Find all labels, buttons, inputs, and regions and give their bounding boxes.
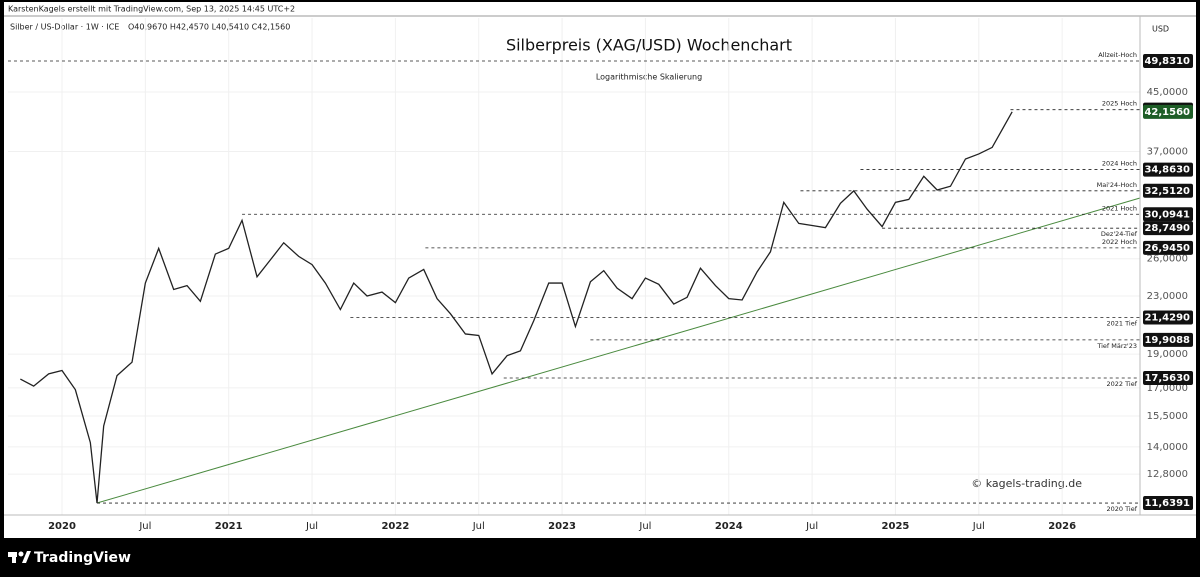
level-note: Tief März'23 xyxy=(1096,342,1137,350)
level-note: Mai'24-Hoch xyxy=(1097,181,1137,189)
level-note: 2021 Hoch xyxy=(1102,204,1137,212)
brand: TradingView xyxy=(34,550,131,566)
x-tick-label: 2026 xyxy=(1048,521,1076,532)
level-label-box xyxy=(1143,207,1193,222)
price-line xyxy=(20,111,1013,504)
level-label: 28,7490 xyxy=(1144,223,1190,234)
chart-subtitle: Logarithmische Skalierung xyxy=(596,73,702,82)
price-label: 42,1560 xyxy=(1144,107,1190,118)
level-label: 34,8630 xyxy=(1144,165,1190,176)
y-tick-label: 12,8000 xyxy=(1147,469,1188,480)
y-tick-label: 26,0000 xyxy=(1147,254,1188,265)
y-tick-label: 37,0000 xyxy=(1147,146,1188,157)
level-note: 2024 Hoch xyxy=(1102,160,1137,168)
currency: USD xyxy=(1152,25,1169,34)
level-label-box xyxy=(1143,162,1193,177)
y-tick-label: 15,5000 xyxy=(1147,411,1188,422)
level-label: 21,4290 xyxy=(1144,313,1190,324)
ohlc: O40,9670 H42,4570 L40,5410 C42,1560 xyxy=(128,23,290,32)
level-label: 19,9088 xyxy=(1144,335,1190,346)
logo xyxy=(8,551,31,563)
level-label-box xyxy=(1143,332,1193,347)
level-label: 11,6391 xyxy=(1144,498,1190,509)
level-label-box xyxy=(1143,240,1193,255)
x-tick-label: Jul xyxy=(472,521,485,532)
level-note: 2025 Hoch xyxy=(1102,100,1137,108)
x-tick-label: 2023 xyxy=(548,521,576,532)
y-tick-label: 17,0000 xyxy=(1147,383,1188,394)
x-tick-label: 2020 xyxy=(48,521,76,532)
x-tick-label: Jul xyxy=(638,521,651,532)
x-tick-label: Jul xyxy=(305,521,318,532)
symbol: Silber / US-Dollar · 1W · ICE xyxy=(10,23,119,32)
level-label: 26,9450 xyxy=(1144,243,1190,254)
x-tick-label: 2021 xyxy=(215,521,243,532)
level-note: 2020 Tief xyxy=(1107,505,1138,513)
y-tick-label: 45,0000 xyxy=(1147,87,1188,98)
header: KarstenKagels erstellt mit TradingView.c… xyxy=(8,5,295,14)
price-label-box xyxy=(1143,104,1193,119)
level-label-box xyxy=(1143,53,1193,68)
level-label-box xyxy=(1143,310,1193,325)
watermark: © kagels-trading.de xyxy=(971,477,1082,490)
y-tick-label: 14,0000 xyxy=(1147,442,1188,453)
plot: 2020 Jul 2021 Jul 2022 Jul 2023 Jul 2024 Jul 2025 J… xyxy=(8,18,1188,532)
panel xyxy=(4,2,1196,538)
x-tick-label: 2024 xyxy=(715,521,743,532)
level-note: Allzeit-Hoch xyxy=(1098,51,1137,59)
level-label-box xyxy=(1143,496,1193,511)
chart-title: Silberpreis (XAG/USD) Wochenchart xyxy=(506,36,792,55)
level-label-box xyxy=(1143,183,1193,198)
logo-part xyxy=(22,551,31,563)
x-tick-label: Jul xyxy=(805,521,818,532)
level-note: 2021 Tief xyxy=(1107,320,1138,328)
level-note: Dez'24-Tief xyxy=(1101,230,1138,238)
y-tick-label: 23,0000 xyxy=(1147,291,1188,302)
level-label: 30,0941 xyxy=(1144,209,1190,220)
x-tick-label: 2025 xyxy=(882,521,910,532)
level-note: 2022 Tief xyxy=(1107,380,1138,388)
x-tick-label: 2022 xyxy=(381,521,409,532)
trendline xyxy=(96,197,1141,504)
level-label: 49,8310 xyxy=(1144,56,1190,67)
x-tick-label: Jul xyxy=(972,521,985,532)
level-label: 32,5120 xyxy=(1144,186,1190,197)
level-note: 2022 Hoch xyxy=(1102,238,1137,246)
level-label: 17,5630 xyxy=(1144,373,1190,384)
level-label-box xyxy=(1143,221,1193,236)
logo-part xyxy=(18,551,24,557)
logo-part xyxy=(12,552,16,563)
level-label-box xyxy=(1143,370,1193,385)
y-tick-label: 19,0000 xyxy=(1147,349,1188,360)
x-tick-label: Jul xyxy=(138,521,151,532)
